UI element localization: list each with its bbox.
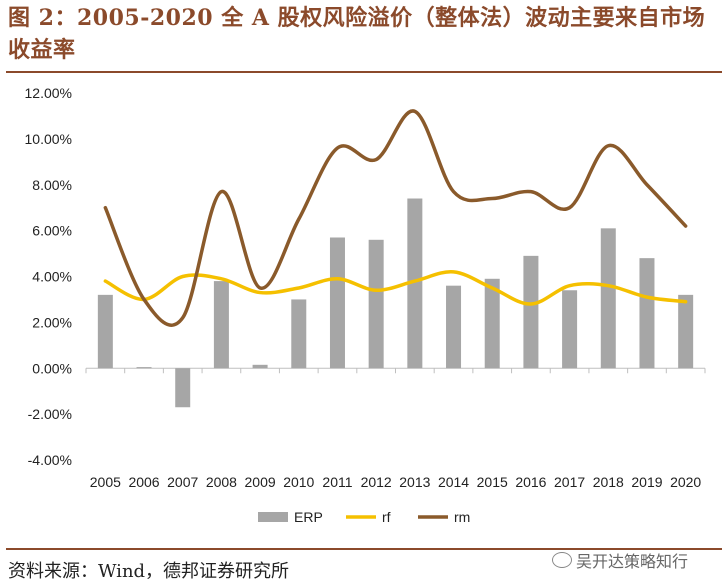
chart-title: 图 2：2005-2020 全 A 股权风险溢价（整体法）波动主要来自市场收益率 xyxy=(8,5,706,63)
erp-bar xyxy=(407,198,423,369)
y-tick-label: -2.00% xyxy=(28,406,72,422)
erp-bar xyxy=(252,364,268,369)
x-tick-label: 2019 xyxy=(631,474,662,490)
x-tick-label: 2018 xyxy=(593,474,624,490)
x-tick-label: 2011 xyxy=(322,474,352,490)
erp-bar xyxy=(678,294,694,369)
erp-bar xyxy=(291,299,307,369)
legend-label-rf: rf xyxy=(382,509,391,525)
legend-label-rm: rm xyxy=(454,509,470,525)
x-tick-label: 2017 xyxy=(554,474,585,490)
y-tick-label: 4.00% xyxy=(32,269,72,285)
x-tick-label: 2007 xyxy=(167,474,198,490)
x-tick-label: 2005 xyxy=(90,474,121,490)
erp-bar xyxy=(484,278,500,369)
chart: 12.00% 10.00% 8.00% 6.00% 4.00% 2.00% 0.00% -2.… xyxy=(25,85,706,525)
watermark: 吴开达策略知行 xyxy=(552,548,688,572)
x-tick-label: 2015 xyxy=(477,474,508,490)
erp-bar xyxy=(600,228,616,369)
erp-bar xyxy=(446,285,462,369)
y-tick-label: 2.00% xyxy=(32,314,72,330)
erp-bar xyxy=(368,239,384,369)
y-tick-label: 8.00% xyxy=(32,177,72,193)
x-tick-label: 2009 xyxy=(245,474,276,490)
footer-divider xyxy=(6,548,722,550)
x-tick-label: 2016 xyxy=(515,474,546,490)
erp-bar xyxy=(329,237,345,369)
rf-line xyxy=(103,270,688,306)
erp-bar xyxy=(136,367,152,369)
y-tick-label: 6.00% xyxy=(32,223,72,239)
x-tick-label: 2010 xyxy=(283,474,314,490)
legend-label-erp: ERP xyxy=(294,509,323,525)
x-tick-label: 2012 xyxy=(361,474,392,490)
x-tick-label: 2014 xyxy=(438,474,469,490)
y-tick-label: 0.00% xyxy=(32,360,72,376)
y-tick-label: 10.00% xyxy=(25,131,72,147)
watermark-text: 吴开达策略知行 xyxy=(576,552,689,571)
erp-bar xyxy=(523,255,539,369)
erp-bar xyxy=(97,294,113,369)
erp-bar xyxy=(175,368,191,408)
erp-bar xyxy=(562,290,578,369)
source-note: 资料来源：Wind，德邦证券研究所 xyxy=(8,561,290,582)
x-tick-label: 2008 xyxy=(206,474,237,490)
erp-bar xyxy=(213,281,229,369)
y-tick-label: 12.00% xyxy=(25,85,72,101)
erp-bar xyxy=(639,258,655,369)
wechat-icon xyxy=(552,552,572,568)
rm-line xyxy=(103,109,688,327)
title-divider xyxy=(6,71,722,73)
x-tick-label: 2013 xyxy=(399,474,430,490)
x-tick-label: 2020 xyxy=(670,474,701,490)
legend-swatch-erp xyxy=(258,512,288,522)
x-tick-label: 2006 xyxy=(128,474,159,490)
y-tick-label: -4.00% xyxy=(28,452,72,468)
